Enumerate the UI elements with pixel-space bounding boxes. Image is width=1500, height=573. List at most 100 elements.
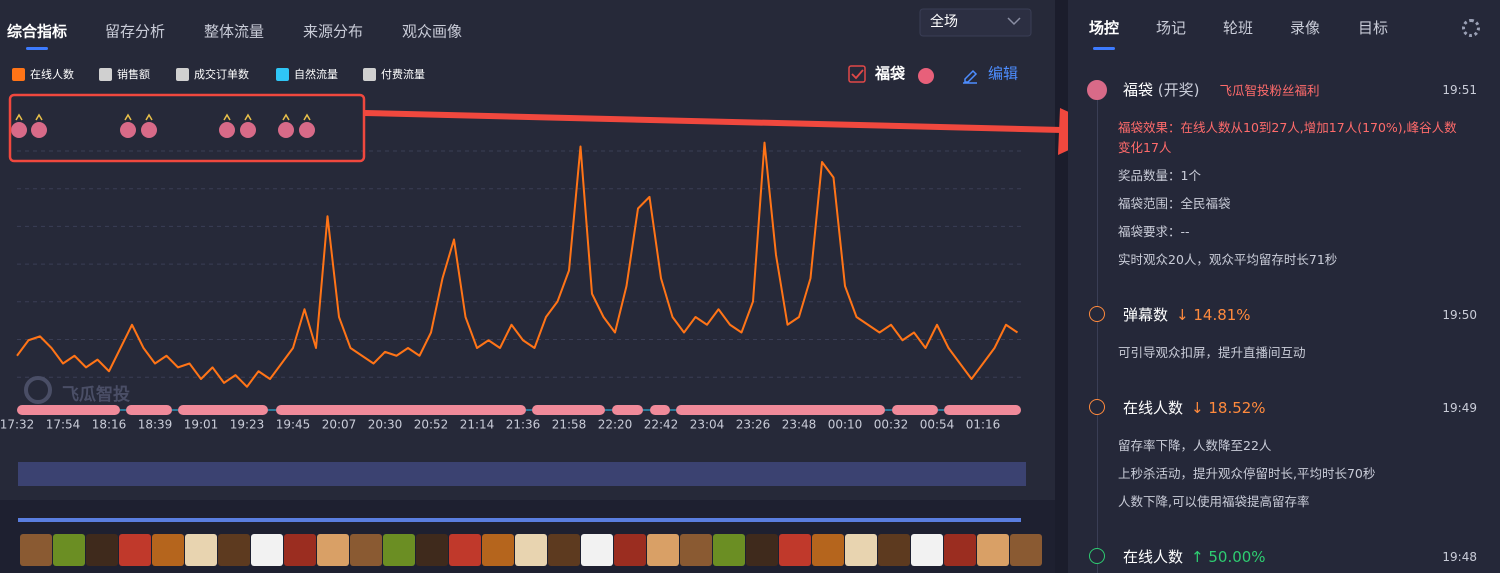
tab[interactable]: 留存分析 [105, 23, 165, 41]
side-panel: 福袋 (开奖) 飞瓜智投粉丝福利 19:51 福袋效果：在线人数从10到27人,增加1… [1068, 0, 1500, 573]
legend-label[interactable]: 销售额 [117, 67, 150, 81]
thumbnail [779, 534, 811, 566]
edit-button[interactable]: 编辑 [988, 65, 1018, 83]
bag-icon [141, 122, 157, 138]
scope-select[interactable] [919, 8, 1032, 37]
thumbnail [152, 534, 184, 566]
event-title: 福袋 (开奖) 飞瓜智投粉丝福利 [1123, 78, 1320, 103]
event-detail: 人数下降,可以使用福袋提高留存率 [1118, 494, 1310, 509]
event-title: 在线人数 ↓ 18.52% [1123, 396, 1266, 420]
thumbnail [647, 534, 679, 566]
tab-underline [1093, 47, 1115, 50]
lucky-bag-toggle[interactable]: 福袋 [874, 65, 906, 83]
event: 福袋 (开奖) 飞瓜智投粉丝福利 19:51 福袋效果：在线人数从10到27人,增加1… [1068, 78, 1500, 274]
event: 弹幕数 ↓ 14.81% 19:50 可引导观众扣屏，提升直播间互动 [1068, 303, 1500, 367]
x-tick-label: 21:58 [552, 418, 587, 432]
event-highlight: 福袋效果：在线人数从10到27人,增加17人(170%),峰谷人数变化17人 [1118, 120, 1457, 155]
tab[interactable]: 观众画像 [402, 23, 462, 41]
thumbnail [746, 534, 778, 566]
event-name: 福袋 [1123, 81, 1154, 99]
chevron [1007, 17, 1021, 26]
thumbnail [251, 534, 283, 566]
event-tag: (开奖) [1157, 81, 1200, 99]
event-marker [276, 405, 526, 415]
event-time: 19:51 [1442, 83, 1477, 97]
event-title: 弹幕数 ↓ 14.81% [1123, 303, 1251, 327]
checkbox[interactable] [848, 65, 866, 83]
thumbnail [284, 534, 316, 566]
thumbnail [185, 534, 217, 566]
panel-tab[interactable]: 轮班 [1223, 19, 1254, 37]
thumbnail [317, 534, 349, 566]
panel-tab[interactable]: 录像 [1290, 19, 1321, 37]
event-note: 飞瓜智投粉丝福利 [1219, 83, 1320, 98]
event-marker [892, 405, 938, 415]
bag-sparkle [145, 113, 153, 121]
x-tick-label: 22:20 [598, 418, 633, 432]
x-tick-label: 17:32 [0, 418, 34, 432]
event-marker [126, 405, 172, 415]
range-slider[interactable] [18, 462, 1026, 486]
tab[interactable]: 综合指标 [7, 23, 67, 41]
event-header: 福袋 (开奖) 飞瓜智投粉丝福利 19:51 [1068, 78, 1500, 102]
event: 在线人数 ↑ 50.00% 19:48 [1068, 545, 1500, 569]
bag-icon [31, 122, 47, 138]
tab[interactable]: 来源分布 [303, 23, 363, 41]
x-tick-label: 19:45 [276, 418, 311, 432]
x-tick-label: 00:54 [920, 418, 955, 432]
thumbnail [20, 534, 52, 566]
trend-icon [1089, 399, 1105, 415]
bag-icon [278, 122, 294, 138]
event-header: 在线人数 ↑ 50.00% 19:48 [1068, 545, 1500, 569]
settings-icon[interactable] [1462, 19, 1480, 37]
x-tick-label: 19:01 [184, 418, 219, 432]
scope-label: 全场 [930, 13, 958, 30]
legend-label[interactable]: 付费流量 [381, 67, 425, 81]
edit-icon [963, 69, 978, 84]
event-header: 弹幕数 ↓ 14.81% 19:50 [1068, 303, 1500, 327]
trend-icon [1089, 548, 1105, 564]
x-tick-label: 17:54 [46, 418, 81, 432]
bag-sparkle [15, 113, 23, 121]
x-tick-label: 22:42 [644, 418, 679, 432]
x-tick-label: 23:48 [782, 418, 817, 432]
x-tick-label: 00:32 [874, 418, 909, 432]
bag-sparkle [244, 113, 252, 121]
bag-icon [240, 122, 256, 138]
legend-label[interactable]: 成交订单数 [194, 67, 249, 81]
legend-label[interactable]: 在线人数 [30, 67, 74, 81]
event-name: 在线人数 [1123, 399, 1184, 417]
thumbnail [713, 534, 745, 566]
event-change: ↑ 50.00% [1191, 548, 1266, 566]
thumbnail [53, 534, 85, 566]
thumbnail [119, 534, 151, 566]
bag-icon [1087, 80, 1107, 100]
thumbnail [449, 534, 481, 566]
bag-icon [299, 122, 315, 138]
event: 在线人数 ↓ 18.52% 19:49 留存率下降，人数降至22人 上秒杀活动，提升观众… [1068, 396, 1500, 516]
event-header: 在线人数 ↓ 18.52% 19:49 [1068, 396, 1500, 420]
thumbnail [482, 534, 514, 566]
watermark-logo [24, 376, 52, 404]
event-change: ↓ 14.81% [1176, 306, 1251, 324]
panel-tab[interactable]: 场记 [1156, 19, 1187, 37]
event-detail: 可引导观众扣屏，提升直播间互动 [1118, 345, 1306, 360]
thumbnail [416, 534, 448, 566]
tab[interactable]: 整体流量 [204, 23, 264, 41]
thumbnail [911, 534, 943, 566]
x-tick-label: 01:16 [966, 418, 1001, 432]
panel-tab[interactable]: 场控 [1089, 19, 1120, 37]
event-marker [178, 405, 268, 415]
event-marker [944, 405, 1021, 415]
event-list: 福袋 (开奖) 飞瓜智投粉丝福利 19:51 福袋效果：在线人数从10到27人,增加1… [1068, 78, 1500, 573]
panel-tab[interactable]: 目标 [1358, 19, 1389, 37]
bag-sparkle [124, 113, 132, 121]
x-tick-label: 20:07 [322, 418, 357, 432]
panel-bg [0, 0, 1055, 500]
x-tick-label: 21:36 [506, 418, 541, 432]
legend-label[interactable]: 自然流量 [294, 67, 338, 81]
event-time: 19:50 [1442, 308, 1477, 322]
annotation-box [8, 93, 366, 163]
bag-sparkle [223, 113, 231, 121]
legend-swatch [276, 68, 289, 81]
